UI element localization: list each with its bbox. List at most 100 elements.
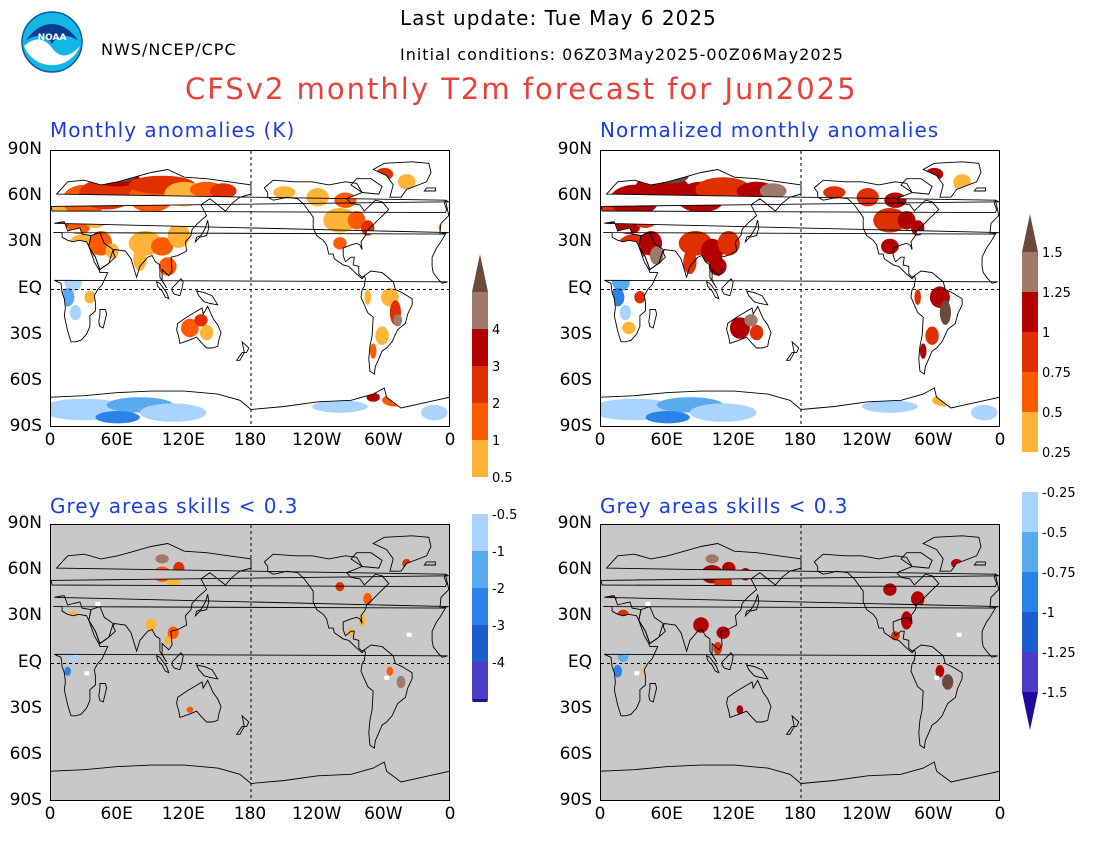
colorbar-label: -4: [492, 656, 505, 671]
coastline-uk: [601, 573, 999, 588]
anomaly-patch: [689, 403, 757, 422]
lon-label: 120E: [711, 430, 755, 450]
lat-label: 90S: [9, 790, 42, 810]
anomaly-patch: [364, 289, 372, 305]
lon-label: 0: [594, 430, 606, 450]
coastline-samerica: [910, 270, 963, 375]
map-top-right: [600, 150, 1000, 427]
coastline-antarctica_w: [800, 387, 999, 410]
anomaly-patch: [167, 223, 190, 248]
coastline-samerica: [360, 644, 413, 749]
anomaly-patch: [749, 324, 764, 341]
lon-label: 180: [783, 804, 817, 824]
coastline-namerica: [263, 553, 390, 654]
lon-label: 180: [783, 430, 817, 450]
lon-label: 60W: [914, 430, 953, 450]
coastline-japan: [744, 220, 760, 244]
land-sumatra: [156, 655, 169, 673]
coastline-antarctica: [601, 764, 802, 784]
coastline-antarctica: [51, 764, 252, 784]
colorbar-segment: [1022, 572, 1038, 612]
colorbar-segment: [1022, 372, 1038, 412]
colorbar-segment: [1022, 452, 1038, 492]
colorbar-abs-graphic: 4 3 2 1 0.5 -0.5 -1 -2 -3 -4: [472, 254, 517, 737]
lat-label: EQ: [567, 277, 592, 298]
coastline-uk: [51, 573, 449, 588]
anomaly-patch: [194, 314, 208, 327]
anomaly-patch: [942, 674, 954, 690]
colorbar-label: 1: [492, 434, 500, 449]
lat-label: 30S: [9, 323, 42, 344]
lat-label: 60N: [557, 185, 592, 206]
land-newguinea: [196, 665, 218, 679]
anomaly-patch: [375, 326, 389, 345]
coastline-borneo: [721, 277, 734, 297]
land-iceland: [974, 561, 986, 565]
coastline-australia: [726, 305, 772, 349]
lat-label: 30N: [7, 605, 42, 626]
coastline-arabia_fix: [638, 606, 664, 645]
anomaly-patch: [323, 208, 357, 233]
coastline-australia: [726, 679, 772, 723]
coastline-namerica: [813, 553, 940, 654]
lat-label: 60S: [9, 743, 42, 764]
lon-label: 0: [444, 804, 456, 824]
colorbar-label: 1: [1042, 326, 1050, 341]
coastline-nz: [785, 340, 800, 361]
coastline-iceland: [973, 187, 986, 192]
coastline-newguinea: [195, 290, 219, 306]
anomaly-patch: [393, 314, 403, 327]
lon-label: 60W: [364, 430, 403, 450]
anomaly-patch: [619, 304, 631, 321]
colorbar-abs: 4 3 2 1 0.5 -0.5 -1 -2 -3 -4: [468, 252, 528, 737]
land-nz: [786, 715, 799, 735]
anomaly-patch: [186, 706, 194, 713]
colorbar-segment: [472, 477, 488, 514]
coastline-antarctica: [51, 390, 252, 410]
coastline-newguinea: [745, 664, 769, 680]
colorbar-label: -0.5: [1042, 526, 1067, 541]
anomaly-patch: [708, 257, 727, 276]
land-madagascar: [648, 309, 657, 328]
lon-label: 180: [233, 804, 267, 824]
lon-label: 60E: [100, 804, 133, 824]
land-samerica: [361, 645, 413, 749]
land-borneo: [172, 652, 184, 670]
map-bottom-left-svg: [51, 525, 449, 800]
anomaly-patch: [911, 591, 925, 607]
colorbar-label: 0.5: [492, 471, 513, 486]
anomaly-patch: [897, 211, 916, 230]
lat-label: 90S: [559, 416, 592, 436]
anomaly-patch: [347, 211, 366, 230]
coastline-arabia_fix: [88, 232, 114, 271]
anomaly-patch: [84, 291, 96, 304]
anomaly-patch: [634, 291, 646, 304]
anomaly-patch: [939, 300, 951, 325]
land-borneo: [722, 278, 734, 296]
coastline-madagascar: [648, 309, 658, 329]
colorbar-label: -0.75: [1042, 566, 1076, 581]
colorbar-segment: [1022, 612, 1038, 652]
lon-label: 120E: [161, 430, 205, 450]
coastline-baffin: [900, 552, 933, 569]
colorbar-top-arrow: [1022, 214, 1038, 252]
land-nz: [786, 341, 799, 361]
coastline-madagascar: [98, 309, 108, 329]
lon-label: 60E: [100, 430, 133, 450]
map-top-left: [50, 150, 450, 427]
lon-label: 0: [44, 430, 56, 450]
anomaly-patch: [369, 343, 377, 359]
colorbar-bottom-arrow: [1022, 692, 1038, 730]
anomaly-patch: [862, 400, 918, 413]
coastline-iceland: [973, 561, 986, 566]
anomaly-patch: [901, 611, 913, 630]
anomaly-patch: [396, 675, 406, 689]
colorbar-label: 0.5: [1042, 406, 1063, 421]
anomaly-patch: [744, 314, 758, 327]
coastline-newguinea: [195, 664, 219, 680]
lon-label: 0: [44, 804, 56, 824]
land-greenland: [373, 535, 431, 572]
anomaly-patch: [701, 238, 724, 264]
coastline-borneo: [171, 651, 184, 671]
anomaly-patch: [133, 246, 147, 271]
